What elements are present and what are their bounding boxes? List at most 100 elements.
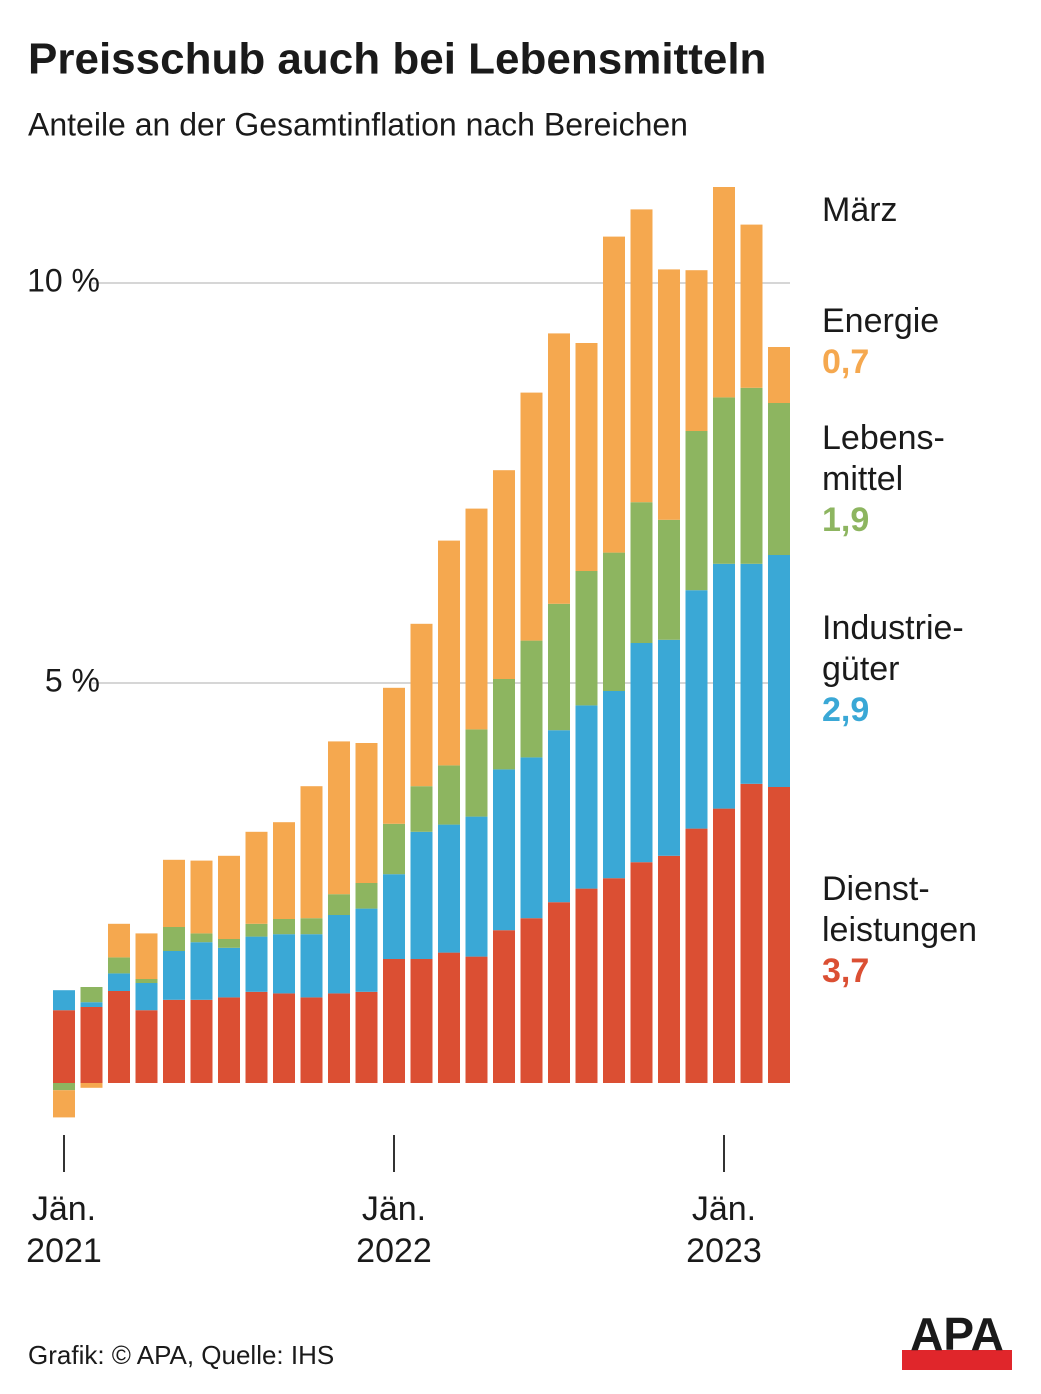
- bar-segment: [163, 999, 185, 1083]
- bar-segment: [108, 923, 130, 958]
- bar-segment: [603, 691, 625, 879]
- chart-title: Preisschub auch bei Lebensmitteln: [28, 35, 766, 84]
- bar-segment: [410, 831, 433, 959]
- bar-segment: [740, 387, 763, 564]
- logo-bar: [902, 1350, 1012, 1370]
- bar-segment: [163, 859, 185, 927]
- bar-segment: [300, 786, 323, 919]
- bar-segment: [163, 927, 185, 951]
- value-label: 2,9: [822, 691, 869, 729]
- bar-segment: [575, 343, 598, 571]
- bar-segment: [630, 502, 653, 643]
- bar-segment: [685, 270, 708, 431]
- bar-segment: [163, 951, 185, 1000]
- bar-segment: [355, 743, 378, 883]
- bar-segment: [273, 822, 295, 919]
- bar-segment: [548, 333, 570, 604]
- bar-segment: [603, 878, 625, 1083]
- bar-segment: [53, 1090, 75, 1118]
- bar-segment: [520, 640, 543, 758]
- bar-segment: [383, 874, 405, 959]
- bar-segment: [548, 603, 570, 731]
- legend-entry: Lebens-mittel: [822, 419, 945, 498]
- bar-segment: [575, 705, 598, 889]
- bar-segment: [713, 187, 735, 398]
- bar-segment: [465, 816, 488, 957]
- bar-segment: [273, 993, 295, 1083]
- legend-entry: Industrie-güter: [822, 609, 964, 688]
- bar-segment: [465, 508, 488, 730]
- bar-segment: [190, 860, 213, 934]
- bar-segment: [658, 639, 680, 856]
- bar-segment: [135, 979, 158, 983]
- bar-segment: [493, 930, 515, 1083]
- bar-segment: [713, 563, 735, 809]
- bar-segment: [603, 552, 625, 691]
- bar-segment: [685, 590, 708, 829]
- bar-segment: [630, 643, 653, 863]
- bar-segment: [685, 431, 708, 591]
- bar-segment: [108, 991, 130, 1083]
- bar-segment: [768, 347, 790, 403]
- value-label: 3,7: [822, 952, 869, 990]
- source: Grafik: © APA, Quelle: IHS: [28, 1340, 334, 1370]
- bar-segment: [740, 224, 763, 388]
- bar-segment: [135, 1010, 158, 1083]
- bar-segment: [383, 687, 405, 824]
- x-tick-label: Jän. 2021: [26, 1190, 102, 1270]
- bar-segment: [548, 730, 570, 903]
- bar-segment: [218, 855, 240, 939]
- bar-segment: [328, 915, 350, 994]
- y-tick-label: 5 %: [45, 662, 100, 698]
- bar-segment: [548, 902, 570, 1083]
- bar-segment: [80, 1083, 103, 1088]
- bar-segment: [328, 894, 350, 915]
- bar-segment: [80, 1007, 103, 1083]
- bar-segment: [135, 983, 158, 1011]
- bar-segment: [328, 741, 350, 895]
- bar-segment: [630, 862, 653, 1083]
- bar-segment: [245, 831, 268, 924]
- bar-segment: [520, 392, 543, 641]
- bar-segment: [273, 919, 295, 935]
- bar-segment: [218, 947, 240, 998]
- bar-segment: [740, 563, 763, 784]
- bar-segment: [713, 397, 735, 564]
- x-tick-label: Jän. 2023: [686, 1190, 762, 1270]
- logo: APA: [910, 1308, 1004, 1360]
- bar-segment: [190, 933, 213, 943]
- bar-segment: [410, 623, 433, 787]
- bar-segment: [493, 769, 515, 931]
- bar-segment: [355, 991, 378, 1083]
- bar-segment: [768, 403, 790, 555]
- bar-segment: [135, 933, 158, 979]
- bar-segment: [108, 973, 130, 991]
- bar-segment: [245, 936, 268, 992]
- bar-segment: [465, 729, 488, 817]
- bar-segment: [520, 757, 543, 919]
- bar-segment: [740, 783, 763, 1083]
- bar-segment: [355, 908, 378, 992]
- bar-segment: [575, 888, 598, 1083]
- bar-segment: [575, 571, 598, 706]
- bar-segment: [438, 952, 460, 1083]
- bar-segment: [53, 1083, 75, 1091]
- bar-segment: [520, 918, 543, 1083]
- bar-segment: [328, 993, 350, 1083]
- bar-segment: [383, 823, 405, 875]
- bar-segment: [438, 765, 460, 825]
- bar-segment: [190, 942, 213, 1000]
- bar-segment: [438, 824, 460, 953]
- bar-segment: [410, 959, 433, 1083]
- bar-segment: [300, 918, 323, 935]
- bar-segment: [80, 987, 103, 1003]
- bar-segment: [300, 997, 323, 1083]
- y-tick-label: 10 %: [27, 262, 100, 298]
- value-label: 0,7: [822, 343, 869, 381]
- bar-segment: [685, 828, 708, 1083]
- bar-segment: [438, 540, 460, 766]
- bar-segment: [108, 957, 130, 974]
- bar-segment: [218, 939, 240, 948]
- bar-segment: [658, 269, 680, 520]
